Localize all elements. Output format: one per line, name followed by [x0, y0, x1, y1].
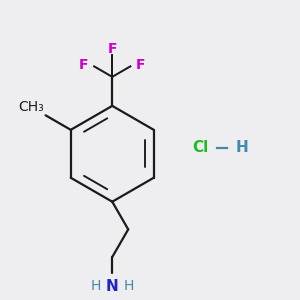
Text: H: H — [236, 140, 248, 155]
Text: F: F — [136, 58, 146, 72]
Text: H: H — [91, 279, 101, 293]
Text: F: F — [107, 42, 117, 56]
Text: CH₃: CH₃ — [18, 100, 44, 114]
Text: F: F — [79, 58, 88, 72]
Text: Cl: Cl — [192, 140, 208, 155]
Text: N: N — [106, 279, 118, 294]
Text: H: H — [123, 279, 134, 293]
